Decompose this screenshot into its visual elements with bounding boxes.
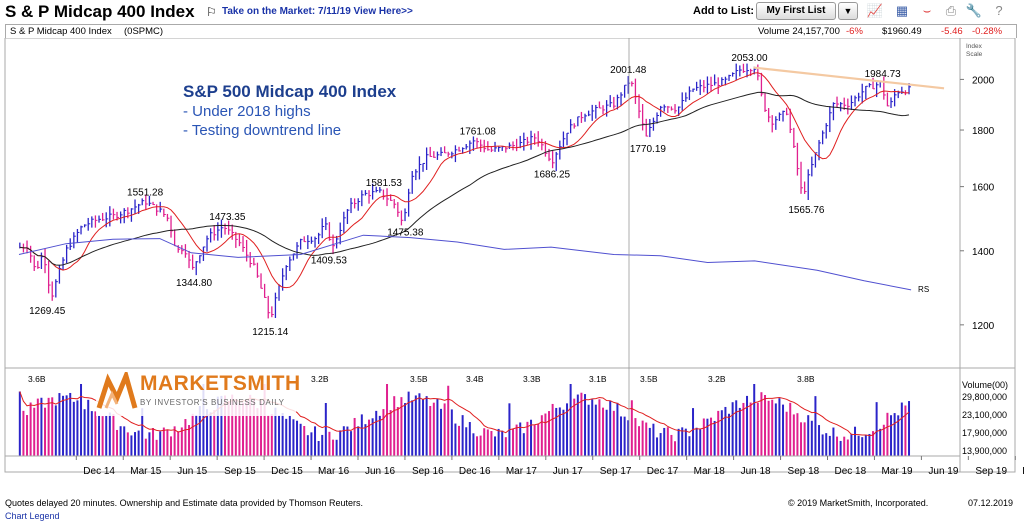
price-label: 1269.45 — [29, 306, 66, 317]
price-volume-chart: 3.6B 3.2B 3.5B 3.4B 3.3B 3.1B 3.5B 3.2B 3.8B RS 1… — [4, 38, 1024, 477]
rs-line-label: RS — [918, 285, 929, 294]
rs-line — [18, 234, 912, 291]
flag-icon[interactable]: ⚐ — [206, 5, 217, 19]
marketsmith-logo-icon — [96, 368, 138, 409]
volume-peak-label: 3.2B — [708, 374, 726, 384]
time-tick-label: Mar 18 — [694, 466, 726, 477]
price-tick-label: 1600 — [972, 183, 995, 194]
time-tick-label: Mar 15 — [130, 466, 162, 477]
price-label: 1215.14 — [252, 327, 289, 338]
index-symbol: (0SPMC) — [124, 26, 164, 37]
price-label: 1344.80 — [176, 278, 213, 289]
price-label: 1409.53 — [311, 256, 348, 267]
time-tick-label: Mar 16 — [318, 466, 350, 477]
time-tick-label: Dec 19 — [1022, 466, 1024, 477]
price-label: 1581.53 — [366, 178, 403, 189]
fast-moving-average-line — [19, 72, 910, 289]
chart-line-icon[interactable]: 📈 — [866, 3, 884, 18]
time-tick-label: Sep 17 — [600, 466, 632, 477]
add-to-list-label: Add to List: — [693, 5, 755, 17]
wrench-icon[interactable]: 🔧 — [965, 3, 983, 18]
time-tick-label: Sep 15 — [224, 466, 256, 477]
price-label: 2053.00 — [731, 53, 768, 64]
time-tick-label: Sep 19 — [975, 466, 1007, 477]
volume-axis-title: Volume(00) — [962, 380, 1008, 390]
time-tick-label: Jun 15 — [177, 466, 207, 477]
time-tick-label: Jun 19 — [928, 466, 958, 477]
volume-change: -6% — [846, 26, 863, 37]
top-bar: S & P Midcap 400 Index ⚐ Take on the Mar… — [0, 0, 1024, 24]
page-title: S & P Midcap 400 Index — [5, 2, 195, 21]
volume-tick-label: 23,100,000 — [962, 410, 1007, 420]
time-tick-label: Jun 18 — [741, 466, 771, 477]
price-change-pct: -0.28% — [972, 26, 1003, 37]
volume-tick-label: 17,900,000 — [962, 428, 1007, 438]
time-tick-label: Dec 16 — [459, 466, 491, 477]
price-label: 1565.76 — [788, 205, 825, 216]
time-tick-label: Jun 17 — [553, 466, 583, 477]
slow-moving-average-line — [19, 91, 910, 266]
index-name: S & P Midcap 400 Index — [10, 26, 112, 37]
price-tick-label: 1400 — [972, 247, 995, 258]
price-label: 1686.25 — [534, 169, 571, 180]
marketsmith-logo: MARKETSMITH BY INVESTOR'S BUSINESS DAILY — [96, 368, 300, 416]
time-tick-label: Sep 16 — [412, 466, 444, 477]
footer-quotes: Quotes delayed 20 minutes. Ownership and… — [5, 498, 364, 508]
time-tick-label: Dec 17 — [647, 466, 679, 477]
scale-label: Index Scale — [966, 43, 983, 58]
chart-frame — [4, 38, 1016, 473]
volume-peak-label: 3.5B — [410, 374, 428, 384]
price-tick-label: 1800 — [972, 126, 995, 137]
news-link[interactable]: Take on the Market: 7/11/19 View Here>> — [222, 6, 413, 17]
price-readout: $1960.49 — [882, 26, 922, 37]
volume-peak-label: 3.4B — [466, 374, 484, 384]
table-grid-icon[interactable]: ▦ — [895, 3, 909, 18]
time-tick-label: Mar 19 — [881, 466, 913, 477]
volume-tick-label: 13,900,000 — [962, 446, 1007, 456]
logo-brand: MARKETSMITH — [140, 372, 301, 395]
volume-peak-label: 3.2B — [311, 374, 329, 384]
chart-info-bar: S & P Midcap 400 Index (0SPMC) Volume 24… — [5, 24, 1017, 38]
price-label: 1984.73 — [865, 69, 902, 80]
time-tick-label: Dec 18 — [835, 466, 867, 477]
price-change: -5.46 — [941, 26, 963, 37]
price-label: 2001.48 — [610, 65, 647, 76]
annotation-line-2: - Testing downtrend line — [183, 122, 342, 139]
chart-legend-link[interactable]: Chart Legend — [5, 511, 60, 521]
volume-peak-label: 3.1B — [589, 374, 607, 384]
price-tick-label: 1200 — [972, 321, 995, 332]
time-tick-label: Mar 17 — [506, 466, 538, 477]
logo-tagline: BY INVESTOR'S BUSINESS DAILY — [140, 398, 285, 407]
footer-copyright: © 2019 MarketSmith, Incorporated. — [788, 498, 929, 508]
chevron-down-icon[interactable]: ▼ — [838, 2, 858, 20]
help-icon[interactable]: ? — [995, 3, 1003, 18]
time-tick-label: Sep 18 — [788, 466, 820, 477]
volume-tick-label: 29,800,000 — [962, 392, 1007, 402]
price-label: 1475.38 — [387, 228, 424, 239]
time-tick-label: Jun 16 — [365, 466, 395, 477]
volume-readout: Volume 24,157,700 — [758, 26, 840, 37]
price-tick-label: 2000 — [972, 75, 995, 86]
print-icon[interactable]: ⎙ — [945, 3, 957, 18]
volume-peak-label: 3.6B — [28, 374, 46, 384]
volume-peak-label: 3.3B — [523, 374, 541, 384]
chart-dip-icon[interactable]: ⌣ — [922, 3, 932, 18]
annotation-heading: S&P 500 Midcap 400 Index — [183, 82, 397, 101]
volume-peak-label: 3.5B — [640, 374, 658, 384]
price-label: 1551.28 — [127, 187, 164, 198]
price-label: 1770.19 — [630, 144, 667, 155]
annotation-line-1: - Under 2018 highs — [183, 103, 311, 120]
chart-annotation: S&P 500 Midcap 400 Index - Under 2018 hi… — [183, 82, 396, 140]
downtrend-line — [753, 66, 945, 90]
footer-date: 07.12.2019 — [968, 498, 1014, 508]
price-label: 1473.35 — [209, 212, 246, 223]
time-tick-label: Dec 15 — [271, 466, 303, 477]
price-label: 1761.08 — [460, 127, 497, 138]
volume-peak-label: 3.8B — [797, 374, 815, 384]
volume-average-line — [19, 391, 910, 437]
list-select-button[interactable]: My First List — [756, 2, 836, 20]
time-tick-label: Dec 14 — [83, 466, 115, 477]
